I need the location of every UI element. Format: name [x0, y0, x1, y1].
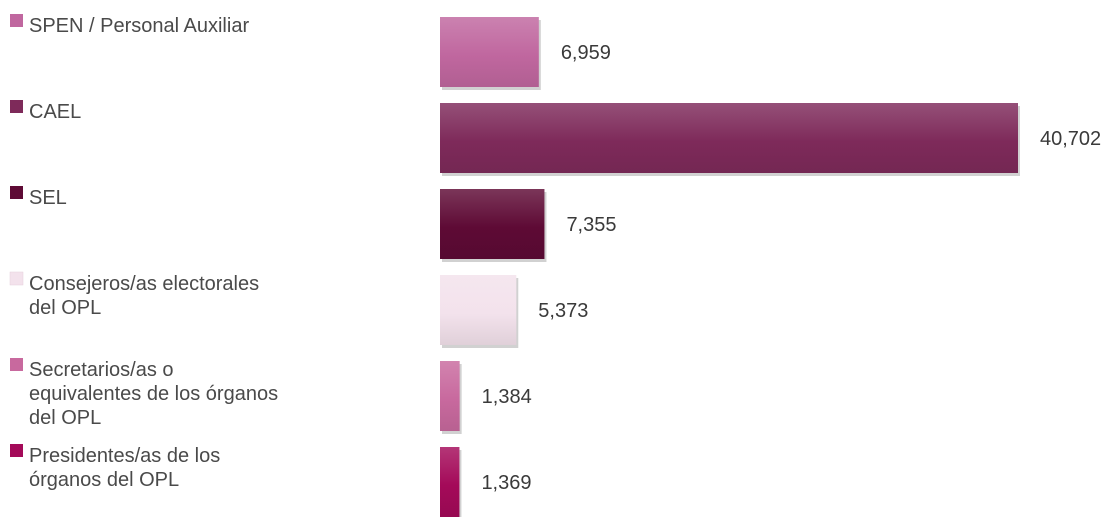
- legend-label-1: CAEL: [29, 101, 81, 123]
- value-label-5: 1,369: [481, 472, 531, 494]
- legend-marker-5: [10, 444, 23, 457]
- bars-layer: 6,959 40,702 7,355 5,373 1,384 1,369: [440, 17, 1101, 517]
- bar-2: [440, 189, 545, 259]
- legend-label-0: SPEN / Personal Auxiliar: [29, 15, 249, 37]
- legend: SPEN / Personal Auxiliar CAEL SEL Consejero…: [9, 14, 278, 491]
- legend-label-2: SEL: [29, 187, 67, 209]
- bar-4: [440, 361, 460, 431]
- legend-marker-3: [9, 271, 24, 286]
- legend-marker-2: [10, 186, 23, 199]
- bar-3: [440, 275, 517, 345]
- value-label-2: 7,355: [566, 214, 616, 236]
- legend-marker-1: [10, 100, 23, 113]
- legend-marker-4: [10, 358, 23, 371]
- legend-label-5: Presidentes/as de los órganos del OPL: [29, 445, 220, 491]
- value-label-4: 1,384: [482, 386, 532, 408]
- bar-5: [440, 447, 460, 517]
- legend-label-4: Secretarios/as o equivalentes de los órga…: [29, 359, 278, 429]
- legend-label-3: Consejeros/as electorales del OPL: [29, 273, 259, 319]
- bar-0: [440, 17, 539, 87]
- bar-1: [440, 103, 1018, 173]
- value-label-3: 5,373: [538, 300, 588, 322]
- value-label-0: 6,959: [561, 42, 611, 64]
- legend-marker-0: [10, 14, 23, 27]
- value-label-1: 40,702: [1040, 128, 1101, 150]
